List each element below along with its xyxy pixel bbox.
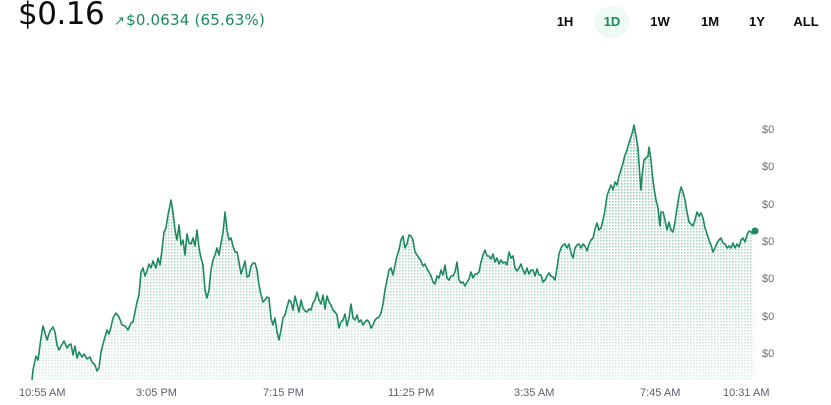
change-percent: (65.63%) [194, 11, 265, 29]
range-button-1w[interactable]: 1W [650, 14, 670, 29]
range-button-1h[interactable]: 1H [556, 14, 574, 29]
time-range-selector: 1H 1D 1W 1M 1Y ALL [545, 6, 831, 38]
x-axis-label: 3:05 PM [136, 387, 177, 399]
x-axis-label: 3:35 AM [514, 387, 555, 399]
price-area-fill [32, 125, 754, 380]
y-axis-label: $0 [762, 311, 775, 323]
x-axis-label: 7:15 PM [263, 387, 304, 399]
y-axis-label: $0 [762, 199, 775, 211]
y-axis-label: $0 [762, 124, 775, 136]
x-axis-label: 7:45 AM [640, 387, 681, 399]
current-price: $0.16 [18, 0, 105, 32]
change-amount: $0.0634 [126, 11, 190, 29]
range-button-1d[interactable]: 1D [595, 6, 629, 38]
price-change: ↗$0.0634 (65.63%) [114, 11, 265, 29]
price-line [31, 124, 754, 381]
range-button-1y[interactable]: 1Y [749, 14, 765, 29]
current-price-marker [751, 227, 759, 235]
range-button-all[interactable]: ALL [793, 14, 819, 29]
y-axis-label: $0 [762, 236, 775, 248]
x-axis-label: 10:55 AM [19, 387, 66, 399]
x-axis-label: 10:31 AM [723, 387, 770, 399]
y-axis-label: $0 [762, 348, 775, 360]
x-axis-label: 11:25 PM [388, 387, 435, 399]
trend-up-arrow-icon: ↗ [114, 14, 126, 29]
range-button-1m[interactable]: 1M [700, 14, 720, 29]
y-axis-label: $0 [762, 273, 775, 285]
y-axis-label: $0 [762, 161, 775, 173]
